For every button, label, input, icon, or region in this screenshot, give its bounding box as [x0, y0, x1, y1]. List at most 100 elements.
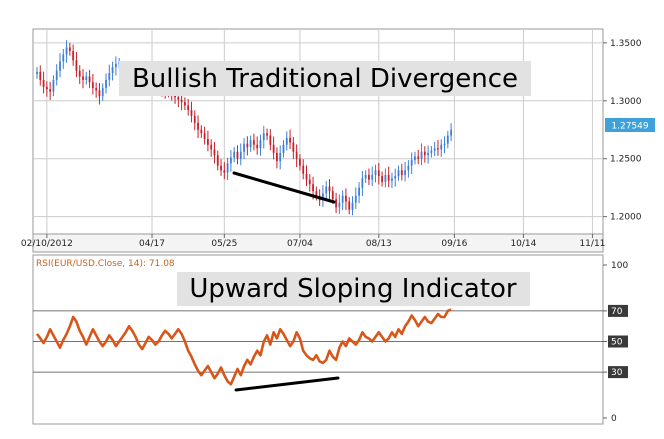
date-axis: 02/10/2012 04/17 05/25 07/04 08/13 09/16 10/14…: [21, 233, 605, 253]
price-candle: [111, 67, 114, 74]
price-candle: [414, 156, 416, 160]
last-price-tag: 1.27549: [605, 118, 655, 132]
rsi-y-tick-label: 50: [611, 338, 623, 348]
price-candle: [315, 191, 318, 196]
price-candle: [400, 170, 403, 175]
last-price-tag-box: [605, 118, 655, 132]
price-candle: [394, 176, 397, 179]
price-candle: [391, 178, 393, 181]
price-candle: [36, 71, 38, 75]
price-candle: [266, 133, 268, 136]
rsi-line: [35, 308, 452, 386]
price-candle: [410, 159, 413, 166]
date-axis-tick-label: 08/13: [366, 239, 392, 249]
price-candle: [295, 151, 298, 159]
price-candle: [345, 195, 347, 202]
price-divergence-trendline: [232, 171, 336, 204]
price-panel-frame: [32, 28, 604, 235]
price-candle: [272, 144, 275, 153]
price-candle: [174, 95, 176, 98]
price-candle: [364, 174, 367, 179]
price-candle: [190, 110, 193, 116]
price-candle: [276, 152, 278, 162]
price-candle: [105, 79, 107, 89]
date-axis-ticks: 02/10/2012 04/17 05/25 07/04 08/13 09/16 10/14…: [21, 234, 605, 249]
price-candle: [223, 170, 226, 173]
price-candle: [325, 186, 328, 194]
rsi-y-tick-label: 100: [611, 261, 628, 271]
price-candle: [65, 47, 68, 55]
price-candle: [39, 71, 42, 80]
price-candle: [262, 133, 265, 141]
price-candle: [407, 165, 410, 171]
price-candle: [256, 144, 259, 149]
price-candle: [82, 76, 84, 80]
price-candle: [338, 202, 341, 208]
price-candle: [335, 199, 337, 208]
top-banner-text: Bullish Traditional Divergence: [132, 64, 518, 94]
date-axis-tick-label: 05/25: [211, 239, 237, 249]
price-candle: [374, 170, 377, 175]
price-candle: [437, 148, 439, 150]
price-candle: [88, 76, 91, 83]
price-candle: [236, 151, 239, 159]
price-candle: [433, 148, 436, 151]
price-candle: [430, 150, 433, 153]
price-candle: [177, 97, 180, 100]
price-candle: [381, 176, 383, 182]
price-candle: [299, 158, 301, 166]
price-candle: [49, 89, 52, 92]
rsi-y-tick-label: 30: [611, 368, 623, 378]
price-candle: [213, 149, 216, 156]
price-candle: [59, 61, 61, 71]
price-candle: [423, 151, 426, 156]
price-candle: [180, 99, 183, 102]
price-candle: [220, 165, 222, 171]
price-candle: [78, 70, 81, 77]
price-candle: [42, 79, 45, 87]
price-panel: 1.2000 1.2500 1.3000 1.3500 1.27549 Bullish…: [32, 28, 655, 235]
price-candle: [243, 143, 245, 152]
price-candle: [183, 101, 186, 106]
price-candle: [308, 179, 311, 185]
bottom-banner: Upward Sloping Indicator: [177, 272, 530, 306]
bottom-banner-text: Upward Sloping Indicator: [189, 274, 517, 304]
price-candle: [200, 129, 203, 134]
rsi-y-tick-label: 70: [611, 307, 623, 317]
price-candle: [387, 174, 390, 181]
price-candle: [377, 170, 380, 177]
price-candle: [206, 139, 209, 145]
price-candle: [361, 178, 364, 188]
price-candle: [203, 133, 206, 140]
top-banner-box: [119, 61, 531, 96]
price-y-tick-label: 1.2500: [610, 155, 642, 165]
rsi-level-tag: [608, 304, 628, 317]
price-candle: [305, 173, 308, 180]
price-candle: [289, 137, 291, 143]
price-candle: [302, 165, 305, 174]
price-candle: [279, 152, 282, 162]
price-candle: [282, 144, 285, 153]
rsi-level-tag: [608, 335, 628, 348]
date-axis-tick-label: 07/04: [287, 239, 313, 249]
price-candle: [450, 129, 453, 136]
price-candle: [68, 47, 71, 52]
price-candle: [354, 195, 357, 203]
rsi-indicator-title: RSI(EUR/USD.Close, 14): 71.08: [36, 259, 175, 269]
price-candle: [358, 187, 360, 196]
top-banner: Bullish Traditional Divergence: [119, 61, 531, 96]
price-candle: [233, 151, 236, 158]
price-candle: [384, 174, 387, 182]
price-candle: [249, 140, 252, 148]
date-axis-tick-label: 04/17: [139, 239, 165, 249]
price-candle: [331, 191, 334, 200]
price-candle: [230, 157, 232, 164]
price-candle: [95, 88, 98, 91]
price-candle: [351, 202, 354, 210]
price-y-tick-label: 1.3500: [610, 39, 642, 49]
rsi-level-lines: [33, 310, 603, 373]
price-y-tick-label: 1.3000: [610, 97, 642, 107]
date-axis-tick-label: 09/16: [441, 239, 467, 249]
price-candle: [348, 201, 351, 210]
